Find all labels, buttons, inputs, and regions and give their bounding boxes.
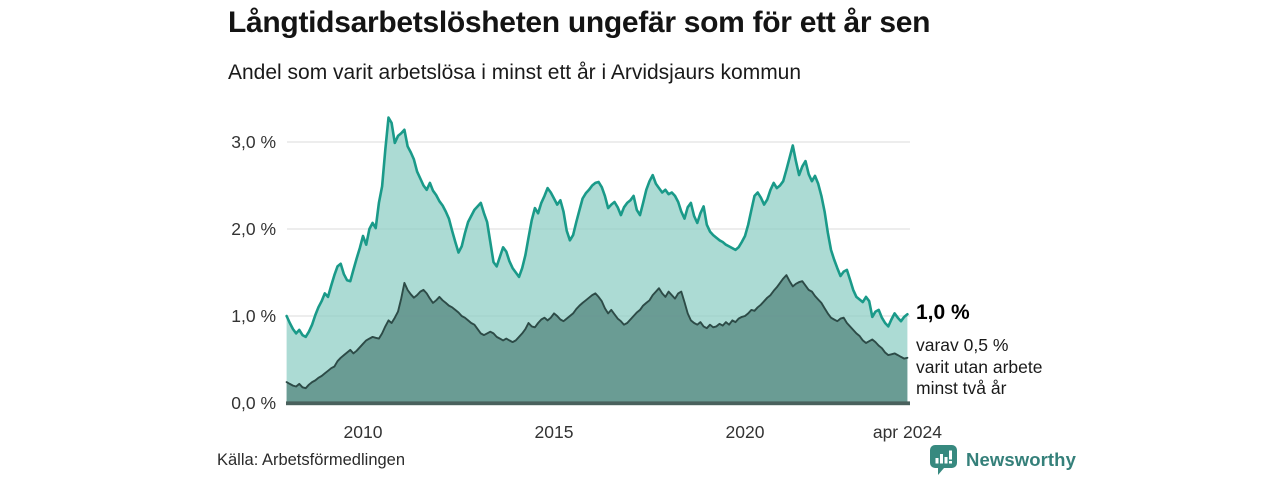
bar-chart-speech-bubble-icon xyxy=(930,445,957,475)
y-tick-label-2: 2,0 % xyxy=(231,219,276,239)
newsworthy-logo[interactable]: Newsworthy xyxy=(930,445,1076,475)
end-value-annotation: 1,0 % varav 0,5 % varit utan arbete mins… xyxy=(916,300,1042,400)
newsworthy-logo-text: Newsworthy xyxy=(966,449,1076,470)
end-value-detail: varav 0,5 % varit utan arbete minst två … xyxy=(916,335,1042,400)
y-tick-label-3: 3,0 % xyxy=(231,132,276,152)
zero-baseline xyxy=(286,401,910,406)
source-note: Källa: Arbetsförmedlingen xyxy=(217,451,406,469)
chart-subtitle: Andel som varit arbetslösa i minst ett å… xyxy=(228,61,802,84)
x-tick-label-2010: 2010 xyxy=(344,422,383,442)
total-line xyxy=(285,116,909,339)
end-value-detail-line: varav 0,5 % xyxy=(916,335,1009,355)
x-tick-label-apr-2024: apr 2024 xyxy=(873,422,942,442)
two-year-area xyxy=(286,275,908,403)
end-value-detail-line: minst två år xyxy=(916,378,1007,398)
y-tick-label-0: 0,0 % xyxy=(231,393,276,413)
y-tick-label-1: 1,0 % xyxy=(231,306,276,326)
x-tick-label-2015: 2015 xyxy=(535,422,574,442)
x-tick-label-2020: 2020 xyxy=(726,422,765,442)
end-value-total: 1,0 % xyxy=(916,301,970,324)
chart-title: Långtidsarbetslösheten ungefär som för e… xyxy=(228,6,931,39)
two-year-line xyxy=(285,274,909,390)
end-value-detail-line: varit utan arbete xyxy=(916,356,1043,377)
